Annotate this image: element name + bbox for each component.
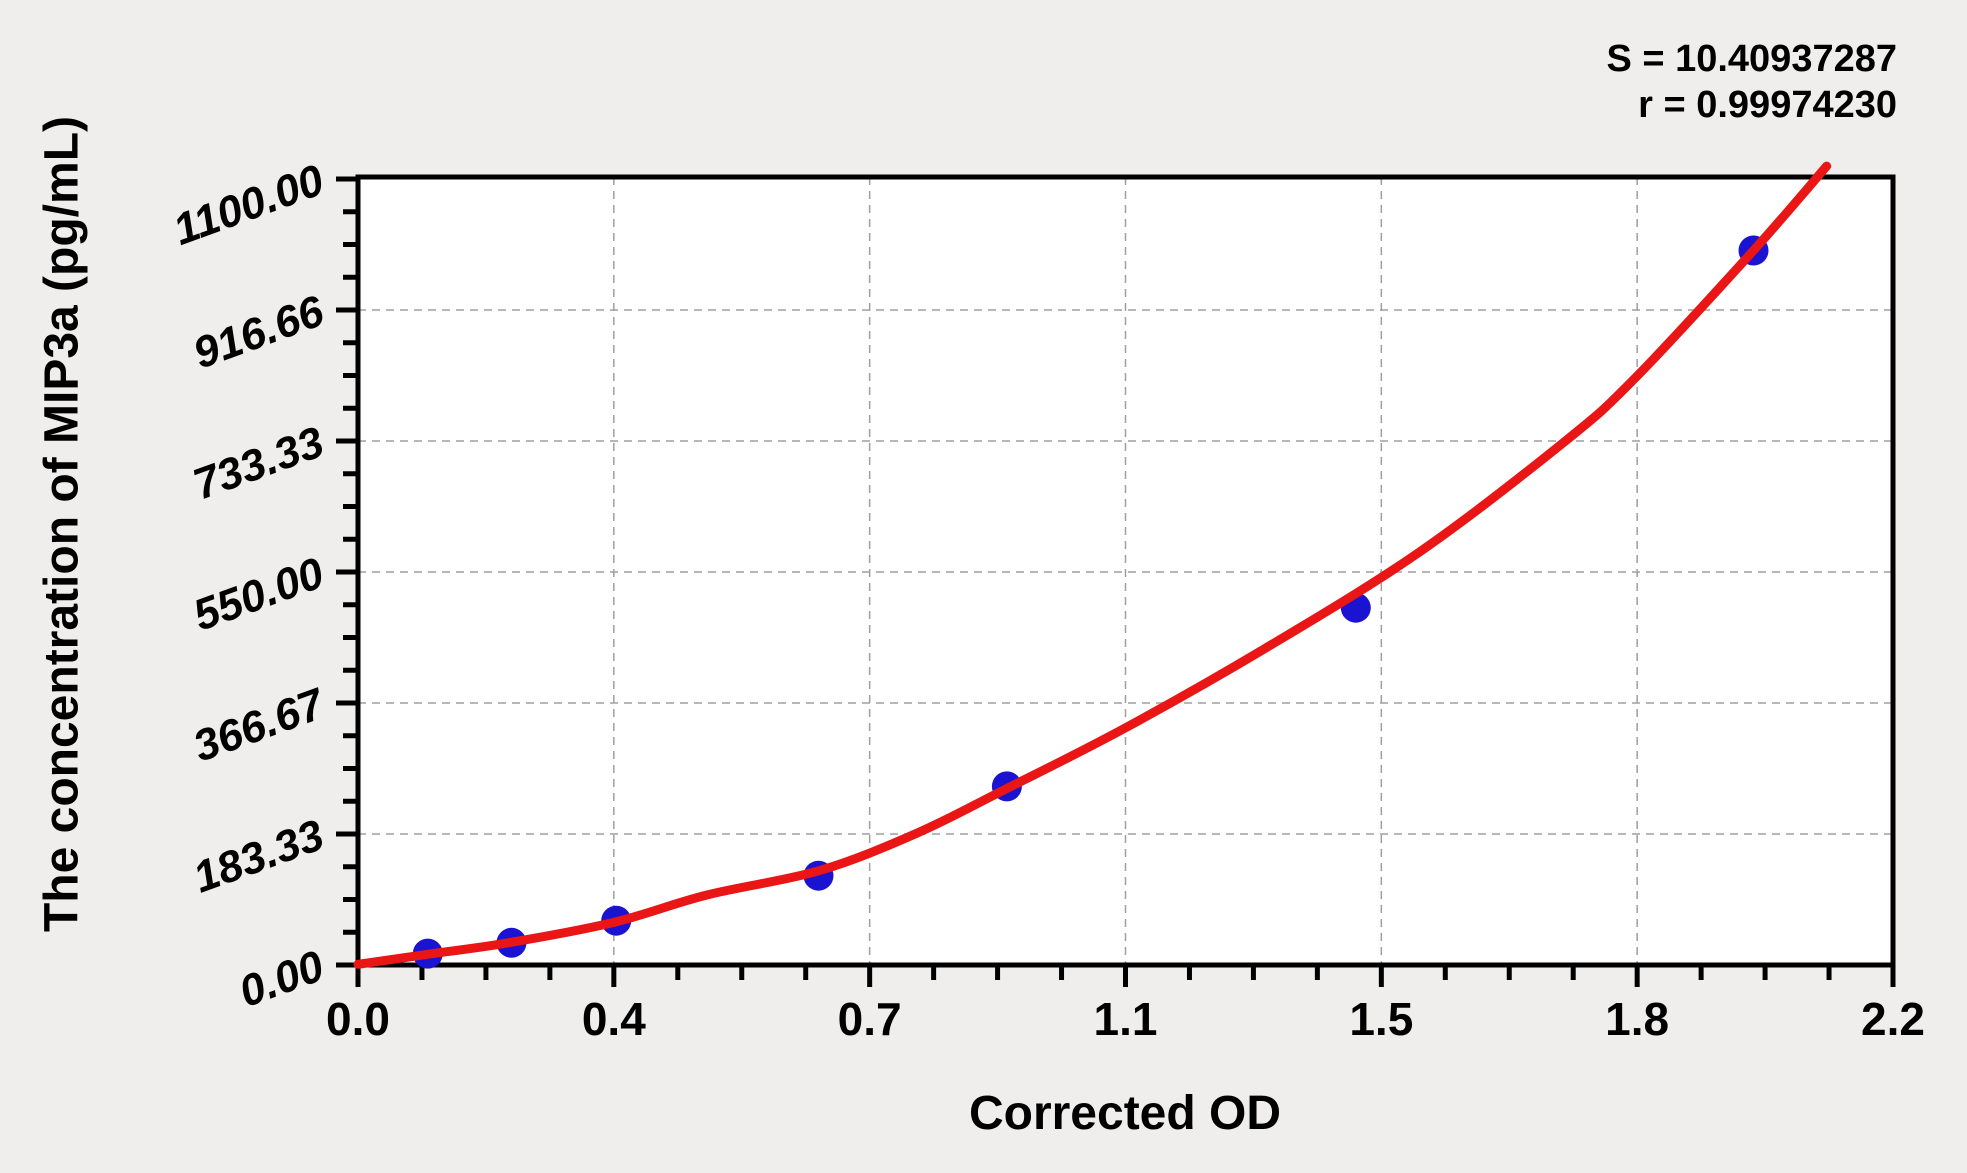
fit-r-value: r = 0.99974230: [1638, 84, 1897, 126]
x-tick-label: 1.8: [1605, 993, 1670, 1045]
x-axis-title: Corrected OD: [968, 1087, 1282, 1140]
x-tick-label: 0.7: [837, 993, 902, 1045]
x-tick-label: 2.2: [1861, 993, 1925, 1045]
x-tick-label: 0.0: [326, 993, 390, 1045]
fitted-curve: [353, 161, 1832, 969]
x-tick-label: 0.4: [581, 993, 646, 1045]
fit-s-value: S = 10.40937287: [1606, 38, 1897, 80]
x-tick-label: 1.1: [1093, 993, 1158, 1045]
x-tick-label: 1.5: [1349, 993, 1414, 1045]
plot-border: [355, 174, 1896, 968]
